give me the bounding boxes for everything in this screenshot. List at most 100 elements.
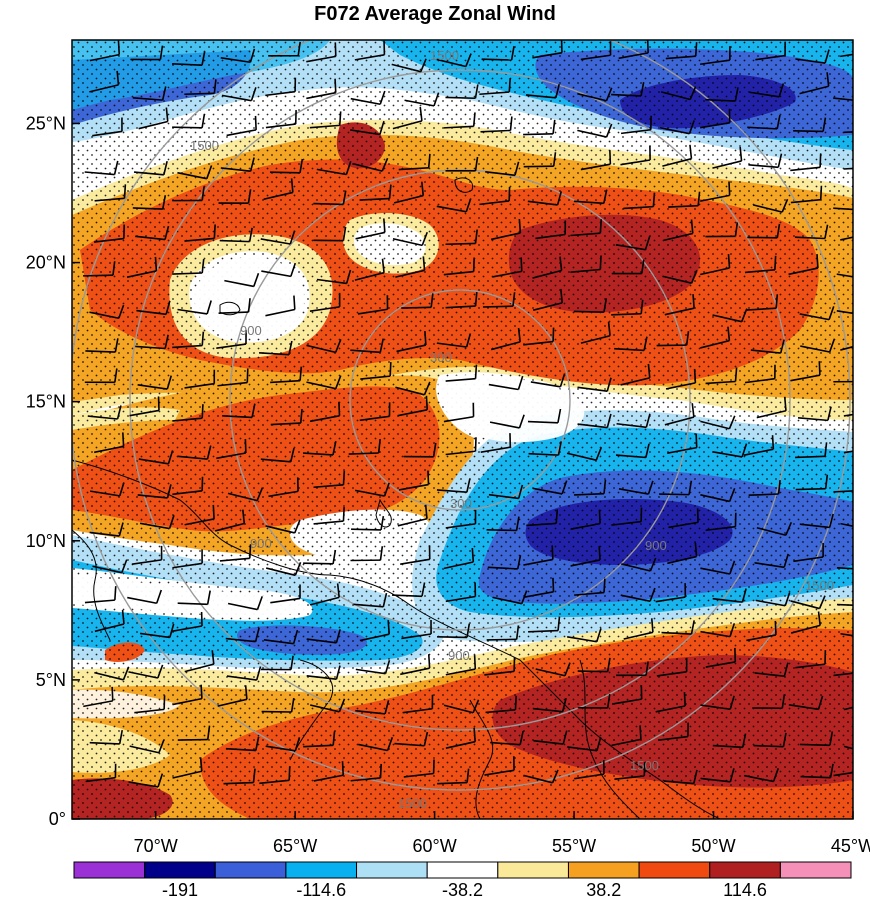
wind-barb-feather bbox=[647, 363, 651, 378]
wind-barb-shaft bbox=[795, 663, 826, 669]
wind-barb-shaft bbox=[573, 200, 604, 205]
wind-barb-shaft bbox=[705, 98, 736, 102]
wind-barb-shaft bbox=[705, 525, 736, 532]
map-title: F072 Average Zonal Wind bbox=[314, 3, 556, 25]
wind-barb-shaft bbox=[532, 51, 563, 59]
wind-barb-feather bbox=[781, 198, 789, 213]
wind-barb-shaft bbox=[260, 238, 291, 245]
wind-barb-shaft bbox=[172, 562, 203, 569]
wind-barb-feather bbox=[166, 484, 172, 499]
wind-barb-shaft bbox=[788, 704, 819, 711]
wind-barb-shaft bbox=[843, 450, 853, 454]
colorbar-swatch bbox=[426, 861, 499, 879]
wind-barb-shaft bbox=[800, 345, 830, 353]
wind-barb-shaft bbox=[482, 305, 513, 308]
wind-barb-feather bbox=[206, 725, 211, 740]
ring-label-900b: 900 bbox=[240, 323, 262, 338]
wind-barb-feather bbox=[518, 414, 525, 429]
wind-barb-feather bbox=[247, 298, 251, 313]
ring-label-900: 900 bbox=[448, 648, 470, 663]
wind-barb-feather bbox=[692, 294, 695, 309]
wind-barb-shaft bbox=[611, 738, 642, 747]
wind-barb-feather bbox=[595, 628, 602, 642]
wind-barb-feather bbox=[557, 408, 562, 423]
wind-barb-shaft bbox=[618, 488, 649, 495]
wind-barb-feather bbox=[419, 106, 423, 121]
wind-barb-shaft bbox=[580, 54, 611, 61]
wind-barb-feather bbox=[336, 583, 340, 598]
wind-barb-feather bbox=[201, 331, 205, 346]
wind-barb-shaft bbox=[700, 194, 730, 202]
wind-barb-shaft bbox=[443, 125, 474, 129]
wind-barb-shaft bbox=[398, 167, 429, 171]
wind-barb-feather bbox=[640, 299, 644, 314]
wind-barb-shaft bbox=[313, 774, 344, 782]
wind-barb-shaft bbox=[790, 166, 821, 172]
wind-barb-shaft bbox=[350, 97, 381, 106]
wind-barb-shaft bbox=[749, 91, 780, 98]
wind-barb-shaft bbox=[443, 704, 474, 714]
wind-barb-shaft bbox=[350, 349, 381, 354]
colorbar-label: -114.6 bbox=[296, 880, 346, 900]
wind-barb-shaft bbox=[705, 380, 736, 385]
wind-barb-feather bbox=[289, 230, 296, 245]
wind-barb-feather bbox=[465, 198, 472, 213]
wind-barb-shaft bbox=[218, 311, 249, 314]
wind-barb-shaft bbox=[799, 85, 829, 95]
wind-barb-feather bbox=[639, 725, 642, 740]
wind-barb-shaft bbox=[611, 312, 642, 316]
wind-barb-shaft bbox=[225, 637, 256, 643]
wind-barb-feather bbox=[818, 361, 821, 376]
wind-barb-feather bbox=[379, 546, 384, 561]
wind-barb-shaft bbox=[843, 706, 853, 711]
wind-barb-feather bbox=[598, 545, 601, 560]
ring-label-1500: 1500 bbox=[398, 796, 427, 811]
wind-barb-feather bbox=[121, 609, 125, 625]
colorbar-swatch bbox=[356, 861, 428, 879]
wind-barb-feather bbox=[345, 269, 352, 284]
wind-barb-shaft bbox=[655, 705, 686, 713]
wind-barb-feather bbox=[777, 480, 781, 495]
wind-barb-shaft bbox=[485, 709, 516, 714]
wind-barb-shaft bbox=[137, 384, 168, 390]
wind-barb-shaft bbox=[265, 567, 296, 577]
wind-barb-feather bbox=[342, 190, 347, 205]
wind-barb-shaft bbox=[712, 314, 742, 323]
wind-barb-feather bbox=[510, 46, 515, 61]
wind-barb-feather bbox=[863, 477, 864, 491]
wind-barb-shaft bbox=[840, 522, 853, 527]
wind-barb-feather bbox=[248, 544, 252, 559]
wind-barb-feather bbox=[690, 620, 695, 635]
ring-label-1500b: 1500 bbox=[190, 138, 219, 153]
wind-barb-feather bbox=[606, 413, 612, 428]
wind-barb-shaft bbox=[436, 205, 467, 213]
wind-barb-shaft bbox=[270, 379, 301, 384]
wind-barb-shaft bbox=[94, 445, 124, 454]
wind-barb-feather bbox=[379, 90, 386, 105]
wind-barb-feather bbox=[121, 559, 128, 573]
wind-barb-feather bbox=[335, 375, 342, 389]
wind-barb-feather bbox=[551, 769, 559, 784]
wind-barb-feather bbox=[729, 695, 735, 710]
wind-barb-shaft bbox=[436, 342, 467, 348]
wind-barb-shaft bbox=[354, 271, 385, 281]
wind-barb-feather bbox=[552, 152, 557, 167]
wind-barb-feather bbox=[255, 666, 262, 681]
wind-barb-shaft bbox=[443, 415, 474, 423]
wind-barb-feather bbox=[251, 403, 256, 418]
wind-barb-shaft bbox=[570, 232, 601, 237]
wind-barb-shaft bbox=[396, 344, 427, 353]
wind-barb-shaft bbox=[840, 632, 853, 637]
wind-barb-shaft bbox=[316, 278, 347, 285]
wind-barb-feather bbox=[290, 698, 295, 713]
ring-label-1500c: 1500 bbox=[630, 758, 659, 773]
wind-barb-feather bbox=[341, 761, 344, 776]
wind-barb-feather bbox=[425, 395, 428, 410]
wind-barb-shaft bbox=[303, 562, 334, 565]
wind-barb-shaft bbox=[843, 131, 853, 134]
wind-barb-feather bbox=[167, 450, 174, 465]
wind-barb-feather bbox=[162, 195, 167, 210]
wind-barb-feather bbox=[288, 766, 291, 781]
wind-barb-feather bbox=[606, 693, 611, 709]
wind-barb-shaft bbox=[306, 344, 336, 354]
